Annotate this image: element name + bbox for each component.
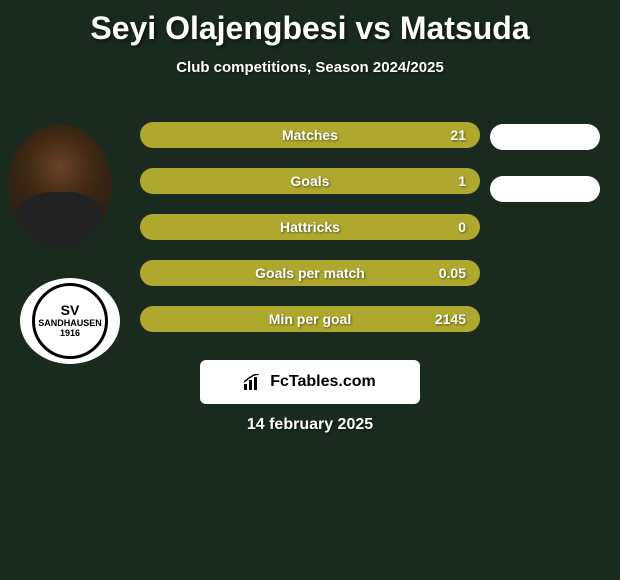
stat-label: Matches <box>282 127 338 143</box>
stat-bar: Goals per match 0.05 <box>140 260 480 286</box>
right-bubble <box>490 176 600 202</box>
stat-row-goals: Goals 1 <box>140 168 480 194</box>
fctables-badge[interactable]: FcTables.com <box>200 360 420 404</box>
fctables-label: FcTables.com <box>270 373 376 391</box>
stat-value: 1 <box>458 173 466 189</box>
club-logo: SV SANDHAUSEN 1916 <box>20 278 120 364</box>
stat-label: Goals per match <box>255 265 365 281</box>
stat-row-hattricks: Hattricks 0 <box>140 214 480 240</box>
club-logo-top: SV <box>61 303 80 318</box>
stat-value: 0.05 <box>439 265 466 281</box>
stat-label: Goals <box>291 173 330 189</box>
stat-bar: Goals 1 <box>140 168 480 194</box>
stat-bar: Matches 21 <box>140 122 480 148</box>
stat-bar: Min per goal 2145 <box>140 306 480 332</box>
stat-row-matches: Matches 21 <box>140 122 480 148</box>
right-bubble <box>490 124 600 150</box>
club-logo-inner: SV SANDHAUSEN 1916 <box>32 283 108 359</box>
stat-value: 21 <box>450 127 466 143</box>
chart-icon <box>244 374 264 390</box>
stat-value: 0 <box>458 219 466 235</box>
stat-row-mpg: Min per goal 2145 <box>140 306 480 332</box>
club-logo-year: 1916 <box>60 329 80 339</box>
date-text: 14 february 2025 <box>0 416 620 434</box>
stat-row-gpm: Goals per match 0.05 <box>140 260 480 286</box>
stat-label: Min per goal <box>269 311 351 327</box>
stat-value: 2145 <box>435 311 466 327</box>
page-title: Seyi Olajengbesi vs Matsuda <box>0 0 620 47</box>
stat-label: Hattricks <box>280 219 340 235</box>
stats-container: Matches 21 Goals 1 Hattricks 0 Goals per… <box>140 122 480 352</box>
player-avatar <box>8 124 112 248</box>
subtitle: Club competitions, Season 2024/2025 <box>0 59 620 76</box>
stat-bar: Hattricks 0 <box>140 214 480 240</box>
